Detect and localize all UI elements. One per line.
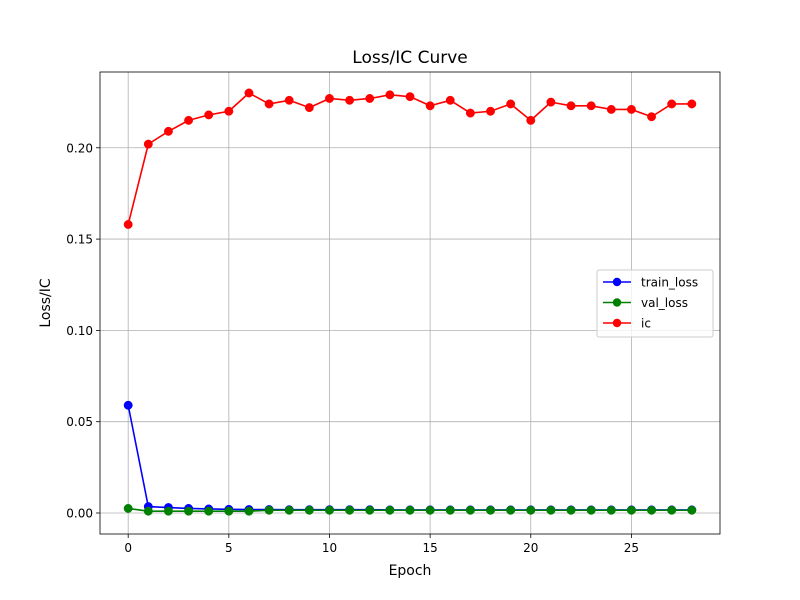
data-point [184, 115, 194, 125]
data-point [365, 505, 375, 515]
legend-entry-val-loss: val_loss [603, 296, 688, 310]
y-tick-label: 0.10 [66, 324, 93, 338]
data-point [526, 505, 536, 515]
data-point [224, 506, 234, 516]
x-tick-label: 5 [225, 541, 233, 555]
data-point [566, 505, 576, 515]
legend-entry-train-loss: train_loss [603, 276, 698, 290]
data-point [465, 108, 475, 118]
y-tick-label: 0.15 [66, 233, 93, 247]
data-point [365, 94, 375, 103]
data-point [284, 505, 294, 515]
ticks: 0 5 10 15 20 25 0.00 0.05 0.10 0.15 0.20 [66, 141, 639, 555]
legend-entry-ic: ic [603, 317, 651, 331]
legend-marker [612, 298, 622, 307]
data-point [143, 506, 153, 516]
data-point [586, 101, 596, 111]
data-point [486, 106, 495, 116]
series-val-loss [123, 503, 697, 516]
data-point [123, 220, 133, 229]
data-point [526, 115, 536, 125]
data-point [163, 126, 173, 136]
legend-box [596, 269, 714, 338]
x-tick-label: 15 [422, 541, 437, 555]
data-point [586, 505, 596, 515]
data-point [204, 506, 214, 516]
data-point [385, 505, 395, 515]
data-point [425, 101, 435, 111]
series-ic [123, 88, 697, 229]
data-point [647, 505, 657, 515]
data-point [486, 505, 495, 515]
y-tick-label: 0.05 [66, 415, 93, 429]
y-axis-label: Loss/IC [38, 278, 54, 328]
data-point [184, 506, 194, 516]
data-point [687, 505, 697, 515]
series-layer [123, 88, 697, 516]
data-point [244, 506, 254, 516]
data-point [163, 506, 173, 516]
data-point [647, 112, 657, 122]
x-axis-label: Epoch [389, 563, 432, 579]
y-tick-label: 0.20 [66, 141, 93, 155]
data-point [304, 103, 314, 113]
data-point [425, 505, 435, 515]
data-point [204, 110, 214, 120]
data-point [304, 505, 314, 515]
legend-label: ic [641, 317, 651, 331]
data-point [546, 505, 556, 515]
data-point [264, 505, 274, 515]
data-point [667, 99, 677, 109]
data-point [284, 95, 294, 105]
data-point [506, 505, 516, 515]
legend-marker [612, 277, 622, 287]
data-point [345, 505, 355, 515]
x-tick-label: 10 [322, 541, 337, 555]
data-point [325, 94, 334, 103]
data-point [626, 505, 636, 515]
x-tick-label: 25 [624, 541, 639, 555]
data-point [445, 95, 455, 105]
data-point [465, 505, 475, 515]
data-point [566, 101, 576, 111]
legend-label: val_loss [641, 296, 688, 310]
data-point [606, 505, 616, 515]
data-point [224, 106, 234, 116]
data-point [546, 97, 556, 107]
chart-title: Loss/IC Curve [352, 48, 467, 68]
data-point [345, 95, 355, 105]
legend-marker [612, 318, 622, 328]
data-point [123, 503, 133, 513]
data-point [264, 99, 274, 109]
data-point [667, 505, 677, 515]
plot-frame [99, 71, 721, 535]
data-point [244, 88, 254, 98]
data-point [445, 505, 455, 515]
legend-label: train_loss [641, 276, 698, 290]
y-tick-label: 0.00 [66, 507, 93, 521]
data-point [506, 99, 516, 109]
data-point [325, 505, 334, 515]
data-point [405, 505, 415, 515]
data-point [385, 90, 395, 100]
data-point [626, 104, 636, 114]
data-point [606, 104, 616, 114]
data-point [405, 92, 415, 102]
x-tick-label: 0 [124, 541, 132, 555]
data-point [123, 400, 133, 410]
data-point [143, 139, 153, 149]
x-tick-label: 20 [523, 541, 538, 555]
data-point [687, 99, 697, 109]
